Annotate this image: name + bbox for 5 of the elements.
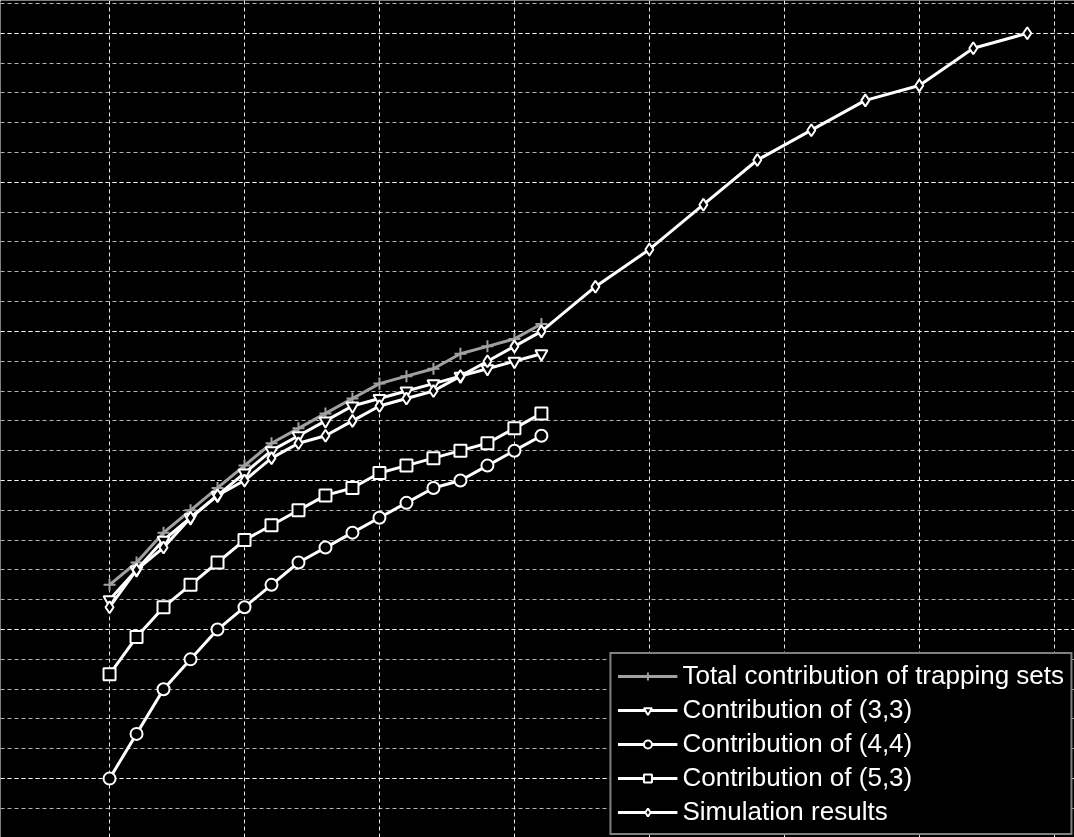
legend-label: Contribution of (5,3) (682, 762, 913, 793)
legend-label: Total contribution of trapping sets (682, 660, 1064, 691)
legend-label: Contribution of (3,3) (682, 694, 913, 725)
legend-label: Simulation results (682, 796, 888, 827)
legend-label: Contribution of (4,4) (682, 728, 913, 759)
